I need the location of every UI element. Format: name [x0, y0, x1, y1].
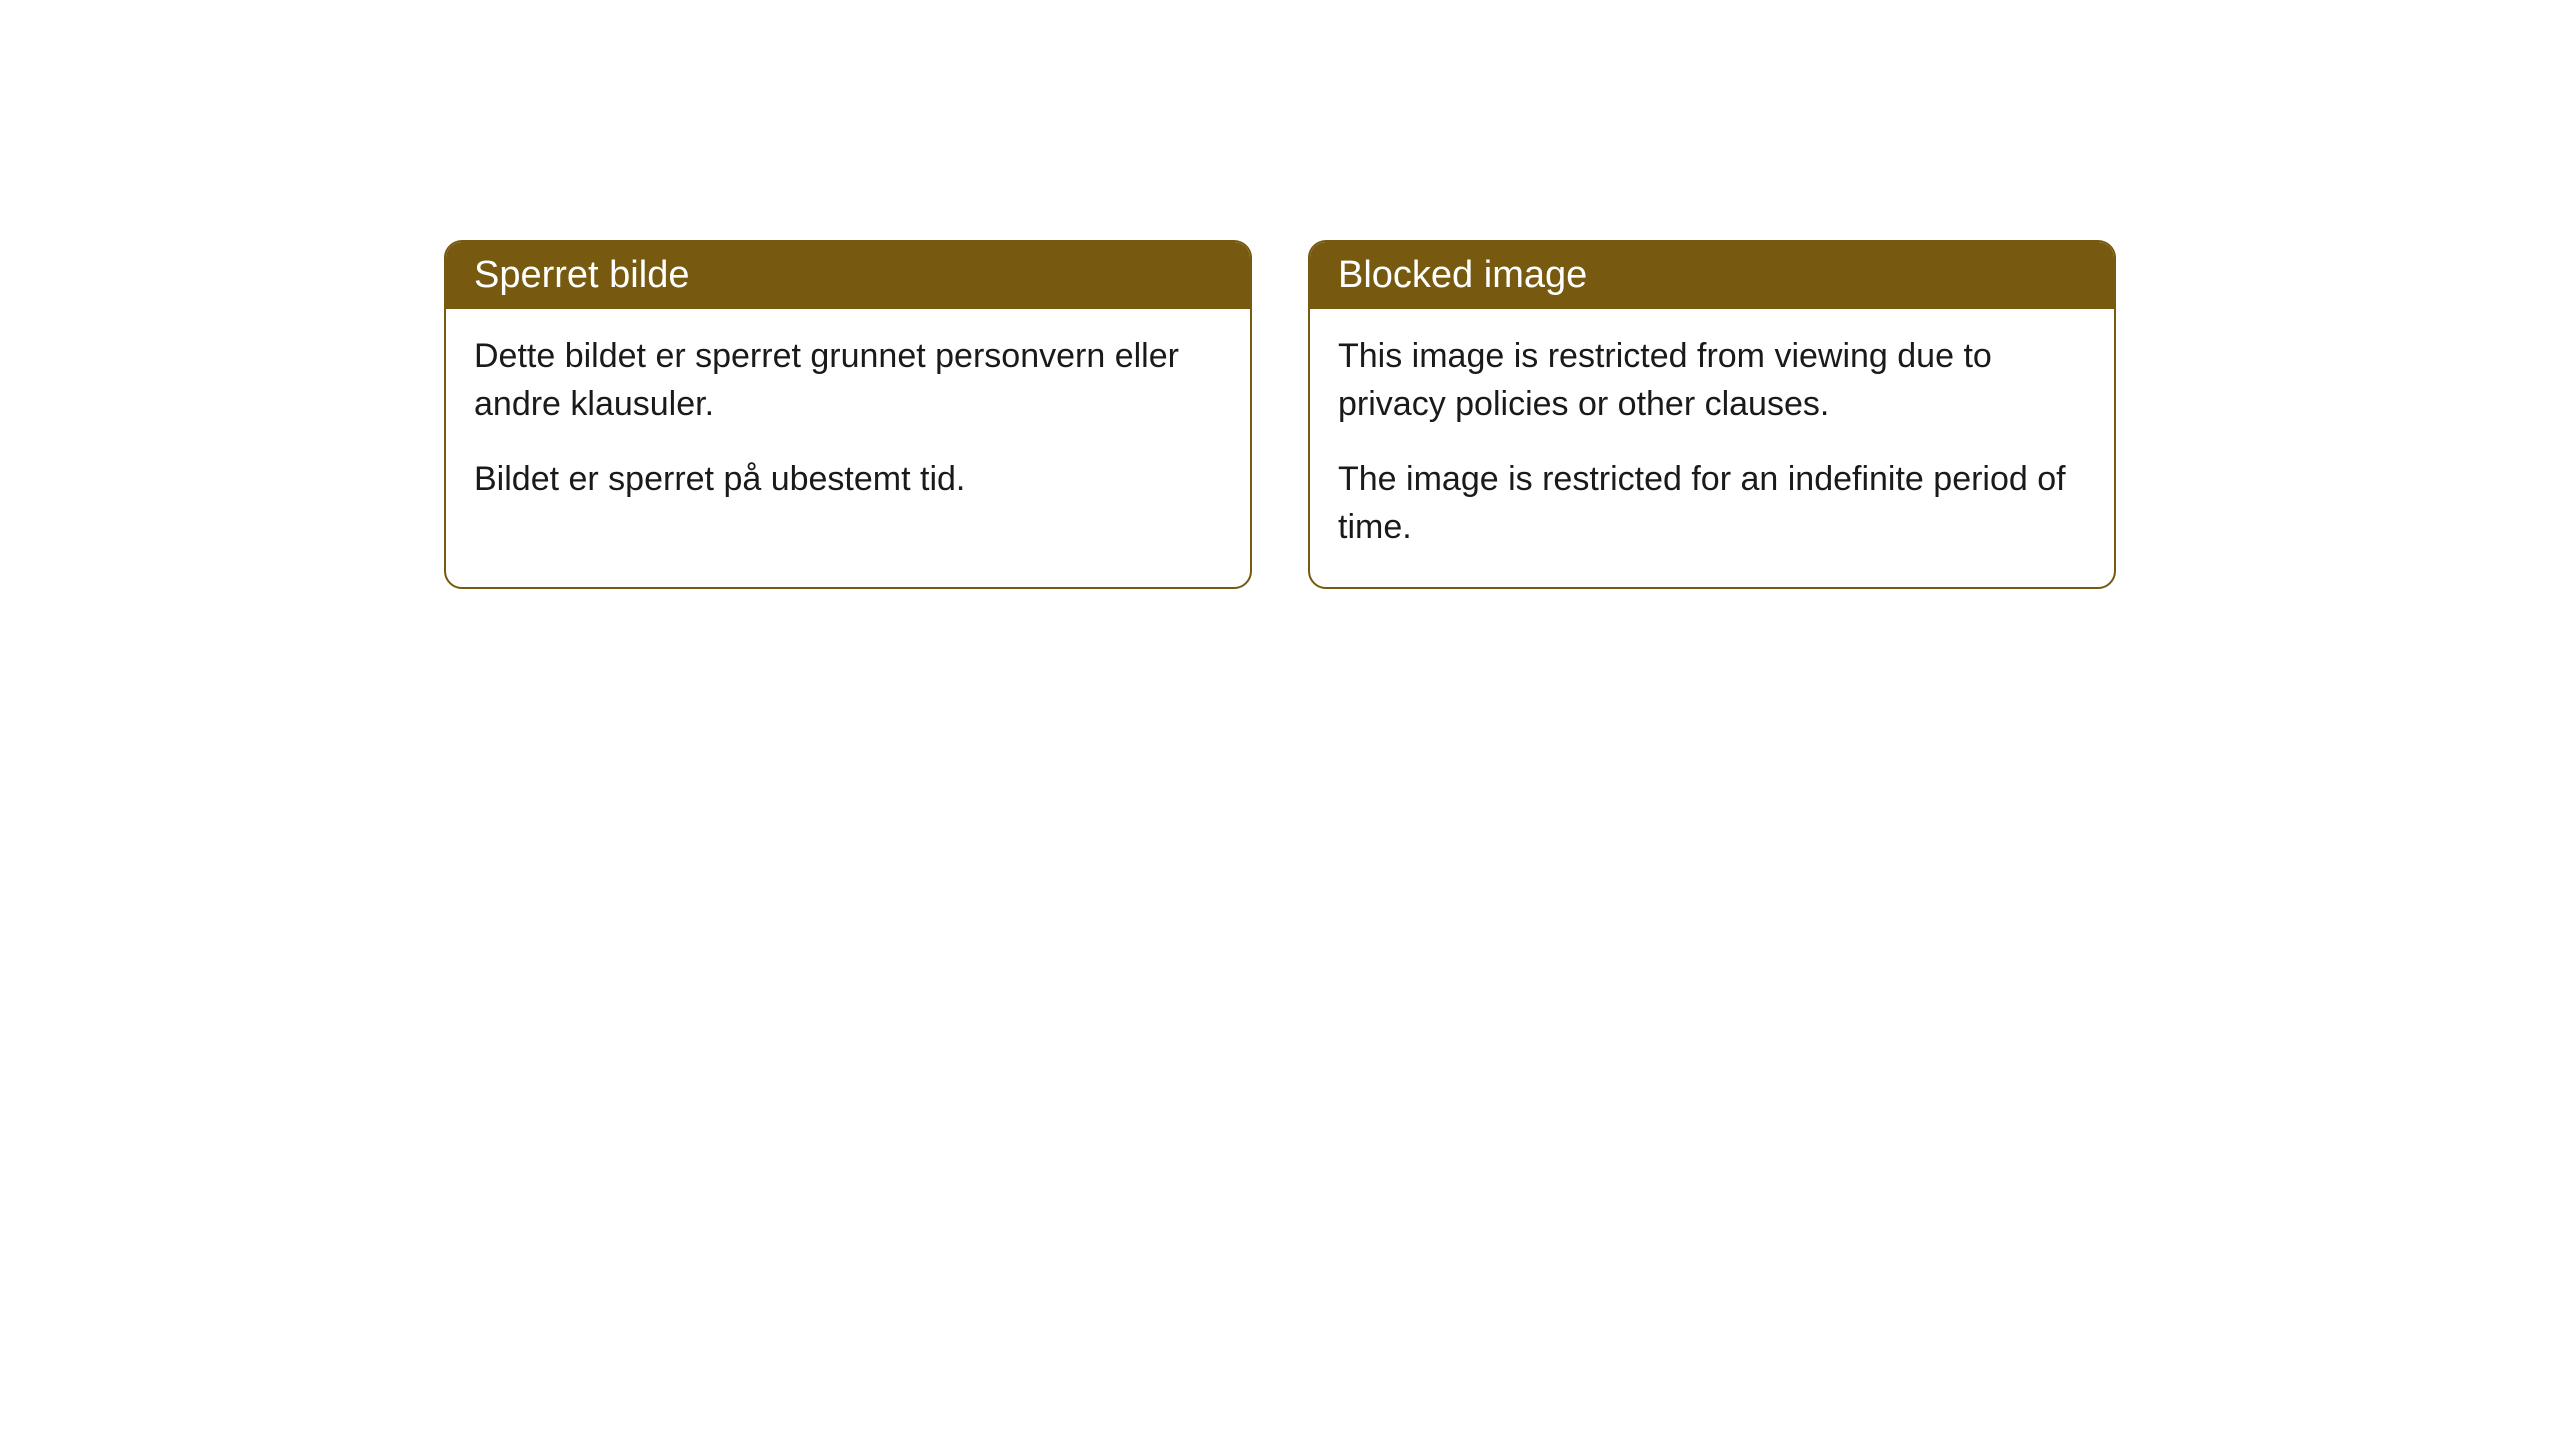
card-header-english: Blocked image — [1310, 242, 2114, 309]
card-paragraph-2: The image is restricted for an indefinit… — [1338, 456, 2086, 551]
cards-container: Sperret bilde Dette bildet er sperret gr… — [0, 240, 2560, 589]
blocked-image-card-norwegian: Sperret bilde Dette bildet er sperret gr… — [444, 240, 1252, 589]
card-body-norwegian: Dette bildet er sperret grunnet personve… — [446, 309, 1250, 540]
card-title: Sperret bilde — [474, 254, 689, 296]
card-title: Blocked image — [1338, 254, 1587, 296]
card-paragraph-2: Bildet er sperret på ubestemt tid. — [474, 456, 1222, 504]
card-body-english: This image is restricted from viewing du… — [1310, 309, 2114, 587]
card-paragraph-1: Dette bildet er sperret grunnet personve… — [474, 333, 1222, 428]
card-paragraph-1: This image is restricted from viewing du… — [1338, 333, 2086, 428]
card-header-norwegian: Sperret bilde — [446, 242, 1250, 309]
blocked-image-card-english: Blocked image This image is restricted f… — [1308, 240, 2116, 589]
